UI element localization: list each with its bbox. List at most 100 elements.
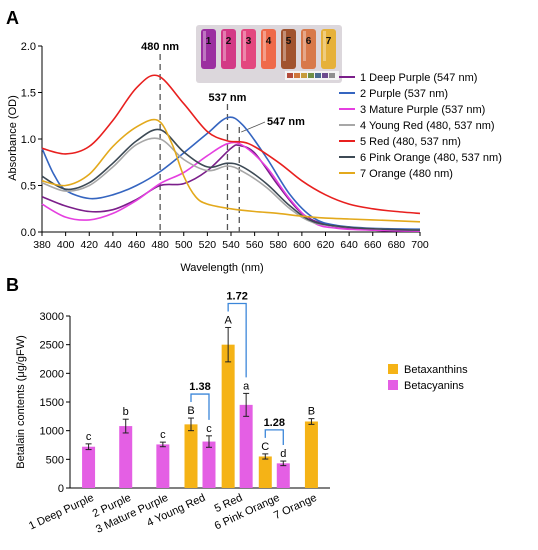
x-tick-label: 580	[269, 239, 287, 251]
x-tick-label: 380	[33, 239, 51, 251]
legend-entry: Betacyanins	[404, 380, 464, 392]
vial-number: 4	[266, 36, 272, 47]
spectrum-line-7	[41, 118, 421, 223]
vial-tube	[201, 29, 216, 69]
x-tick-label: 400	[57, 239, 75, 251]
spectrum-line-1	[41, 144, 421, 232]
x-tick-label: 440	[104, 239, 122, 251]
ratio-bracket	[264, 429, 284, 446]
x-tick-label: 680	[388, 239, 406, 251]
legend-entry: 3 Mature Purple (537 nm)	[360, 104, 485, 116]
vial-highlight	[263, 31, 266, 61]
betacyanins-bar	[156, 444, 170, 488]
significance-letter: B	[187, 405, 194, 417]
x-tick-label: 420	[80, 239, 98, 251]
x-tick-label: 620	[317, 239, 335, 251]
category-label: 1 Deep Purple	[27, 492, 96, 533]
betaxanthins-bar	[221, 344, 235, 488]
y-tick-label: 2500	[40, 340, 64, 352]
significance-letter: d	[280, 448, 286, 460]
betacyanins-bar	[119, 426, 133, 488]
legend-entry: 1 Deep Purple (547 nm)	[360, 72, 477, 84]
color-strip-square	[301, 73, 307, 78]
color-strip-square	[322, 73, 328, 78]
significance-letter: C	[261, 441, 269, 453]
x-tick-label: 600	[293, 239, 311, 251]
betaxanthins-bar	[258, 456, 272, 488]
color-strip-square	[315, 73, 321, 78]
significance-letter: c	[160, 429, 166, 441]
vial-number: 3	[246, 36, 252, 47]
significance-letter: c	[206, 423, 212, 435]
ratio-label: 1.72	[226, 290, 247, 302]
x-tick-label: 480	[151, 239, 169, 251]
significance-letter: c	[86, 431, 92, 443]
color-strip-square	[308, 73, 314, 78]
betacyanins-bar	[276, 463, 290, 488]
x-tick-label: 520	[199, 239, 217, 251]
peak-label-pointer	[241, 121, 266, 133]
spectrum-line-5	[41, 74, 421, 215]
peak-label-547: 547 nm	[267, 116, 305, 128]
y-tick-label: 2000	[40, 368, 64, 380]
vials-photo: 1 2 3 4 5 6 7	[196, 25, 342, 83]
vial-tube	[301, 29, 316, 69]
vial-number: 5	[286, 36, 292, 47]
vial-tube	[241, 29, 256, 69]
vial-highlight	[223, 31, 226, 61]
y-tick-label: 1.0	[21, 134, 36, 146]
vial-number: 6	[306, 36, 312, 47]
absorbance-legend: 1 Deep Purple (547 nm) 2 Purple (537 nm) 3…	[339, 72, 502, 180]
y-tick-label: 3000	[40, 311, 64, 323]
betaxanthins-bar	[304, 421, 318, 488]
x-tick-label: 640	[340, 239, 358, 251]
panel-b-label: B	[6, 275, 19, 295]
betalain-y-label: Betalain contents (μg/gFW)	[15, 335, 27, 469]
betacyanins-bar	[202, 441, 216, 488]
vial-tube	[221, 29, 236, 69]
legend-entry: 5 Red (480, 537 nm)	[360, 136, 461, 148]
vial-tube	[261, 29, 276, 69]
category-label: 7 Orange	[272, 492, 319, 522]
betacyanins-bar	[239, 404, 253, 488]
absorbance-x-label: Wavelength (nm)	[180, 262, 263, 274]
vial-highlight	[203, 31, 206, 61]
significance-letter: a	[243, 380, 250, 392]
x-tick-label: 560	[246, 239, 264, 251]
legend-entry: 4 Young Red (480, 537 nm)	[360, 120, 495, 132]
peak-label-480: 480 nm	[141, 41, 179, 53]
vial-highlight	[323, 31, 326, 61]
vial-highlight	[303, 31, 306, 61]
vial-number: 7	[326, 36, 332, 47]
y-tick-label: 0	[58, 483, 64, 495]
ratio-label: 1.28	[264, 417, 285, 429]
color-strip-square	[329, 73, 335, 78]
peak-label-537: 537 nm	[208, 92, 246, 104]
spectrum-line-3	[41, 141, 421, 232]
legend-swatch	[388, 364, 398, 374]
betacyanins-bar	[82, 446, 96, 488]
y-tick-label: 2.0	[21, 41, 36, 53]
y-tick-label: 500	[46, 454, 64, 466]
ratio-label: 1.38	[189, 381, 210, 393]
y-tick-label: 0.0	[21, 227, 36, 239]
y-tick-label: 1.5	[21, 88, 36, 100]
legend-entry: Betaxanthins	[404, 364, 468, 376]
betalain-legend: Betaxanthins Betacyanins	[388, 364, 468, 392]
absorbance-plot: 0.0 0.5 1.0 1.5 2.0 380 400 420 440 460 480 500 520 5…	[21, 41, 429, 251]
vial-tube	[321, 29, 336, 69]
x-tick-label: 660	[364, 239, 382, 251]
x-tick-label: 500	[175, 239, 193, 251]
panel-a-label: A	[6, 8, 19, 28]
spectrum-line-2	[41, 116, 421, 230]
vial-number: 1	[206, 36, 212, 47]
vial-highlight	[243, 31, 246, 61]
ratio-bracket	[227, 302, 247, 378]
legend-entry: 6 Pink Orange (480, 537 nm)	[360, 152, 502, 164]
ratio-bracket	[190, 393, 210, 420]
y-tick-label: 1000	[40, 426, 64, 438]
color-strip-square	[287, 73, 293, 78]
x-tick-label: 540	[222, 239, 240, 251]
